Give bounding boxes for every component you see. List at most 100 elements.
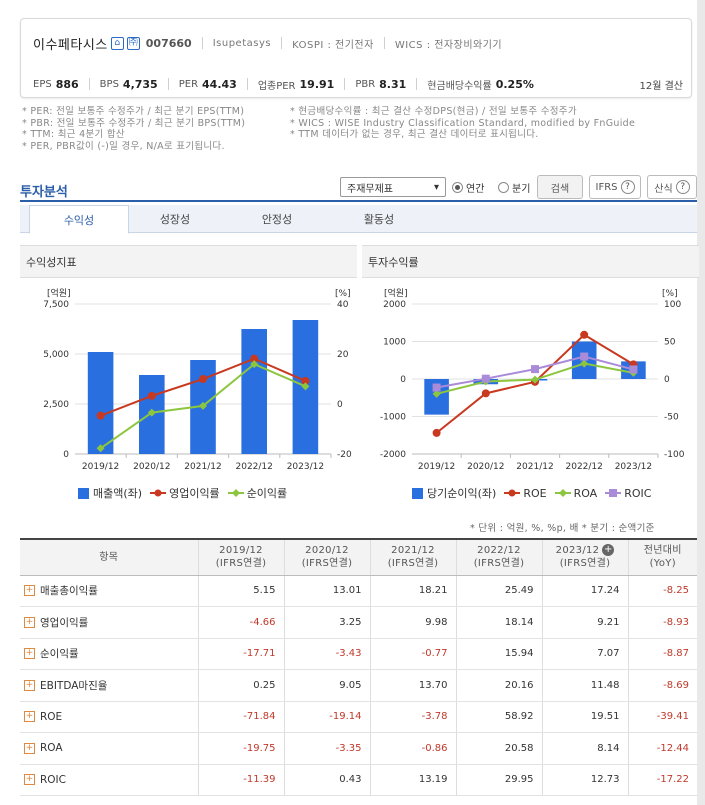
x-tick-label: 2022/12 xyxy=(236,462,273,472)
y-tick-right: 20 xyxy=(337,350,349,360)
data-point xyxy=(531,375,539,384)
per-value: 44.43 xyxy=(202,77,237,91)
table-cell: 9.05 xyxy=(283,669,370,702)
note-line: * PER, PBR값이 (-)일 경우, N/A로 표기됩니다. xyxy=(22,140,225,152)
tab-activity[interactable]: 활동성 xyxy=(363,213,395,226)
tab-growth[interactable]: 성장성 xyxy=(159,213,191,226)
legend-label: 순이익률 xyxy=(246,487,288,500)
legend-label: 매출액(좌) xyxy=(93,487,143,500)
table-cell: -3.43 xyxy=(283,638,370,670)
legend-label: ROA xyxy=(573,486,598,500)
table-cell: -8.87 xyxy=(627,638,697,670)
row-label-cell[interactable]: + 매출총이익률 xyxy=(20,575,198,607)
x-tick-label: 2020/12 xyxy=(133,462,170,472)
fiscal-settlement: 12월 결산 xyxy=(639,81,683,92)
legend-label: ROIC xyxy=(624,486,652,500)
expand-row-icon[interactable]: + xyxy=(24,742,35,754)
col-header-yoy: 전년대비 (YoY) xyxy=(627,538,697,576)
data-point xyxy=(481,389,490,398)
table-row: + 순이익률 -17.71 -3.43 -0.77 15.94 7.07 -8.87 xyxy=(20,638,697,670)
legend-item: ROIC xyxy=(605,487,651,500)
row-label-cell[interactable]: + ROE xyxy=(20,701,198,733)
expand-row-icon[interactable]: + xyxy=(24,711,35,723)
data-point xyxy=(580,352,589,361)
legend-line-swatch xyxy=(150,489,167,497)
data-point xyxy=(147,408,156,417)
table-cell: -71.84 xyxy=(197,701,284,733)
dividend-yield-label: 현금배당수익률 xyxy=(427,80,492,92)
table-cell: -11.39 xyxy=(197,764,284,796)
table-cell: -12.44 xyxy=(627,732,697,765)
table-cell: 0.25 xyxy=(197,669,284,702)
y-axis-unit-left: [억원] xyxy=(47,287,71,299)
row-label-cell[interactable]: + ROA xyxy=(20,732,198,765)
search-button[interactable]: 검색 xyxy=(537,175,583,199)
row-label-cell[interactable]: + ROIC xyxy=(20,764,198,796)
expand-row-icon[interactable]: + xyxy=(24,585,35,597)
table-cell: -3.35 xyxy=(283,732,370,765)
section-title: 투자분석 xyxy=(20,185,68,200)
y-tick-right: -100 xyxy=(664,450,685,460)
legend-bar-swatch xyxy=(78,487,89,499)
radio-quarter[interactable]: 분기 xyxy=(498,180,530,195)
tab-stability[interactable]: 안정성 xyxy=(261,213,293,226)
bps-label: BPS xyxy=(99,78,119,90)
table-cell: 25.49 xyxy=(455,575,542,607)
table-cell: -8.69 xyxy=(627,669,697,702)
y-tick-left: 2,500 xyxy=(43,400,69,410)
data-point xyxy=(580,359,589,368)
expand-row-icon[interactable]: + xyxy=(24,616,35,628)
note-line: * WICS : WISE Industry Classification St… xyxy=(290,117,636,129)
profitability-chart: [억원] [%] 7,500 40 5,000 20 2,500 0 0 -20 2019/12 20… xyxy=(43,287,352,472)
table-cell: -19.14 xyxy=(283,701,370,733)
statement-select[interactable]: 주재무제표 ▾ xyxy=(340,177,446,197)
y-tick-left: -2000 xyxy=(380,450,406,460)
bar xyxy=(241,329,267,454)
y-tick-left: 5,000 xyxy=(43,350,69,360)
expand-row-icon[interactable]: + xyxy=(24,774,35,786)
data-point xyxy=(301,382,310,391)
tab-profitability[interactable]: 수익성 xyxy=(29,205,129,234)
radio-dot xyxy=(498,182,509,193)
investment-return-chart-panel: 투자수익률 [억원] [%] 2000 100 1000 50 0 0 -1000 -50 -200… xyxy=(362,245,699,503)
y-tick-right: 40 xyxy=(337,300,349,310)
data-point xyxy=(199,401,207,410)
row-label-cell[interactable]: + 순이익률 xyxy=(20,638,198,670)
expand-row-icon[interactable]: + xyxy=(24,648,35,660)
row-label: EBITDA마진율 xyxy=(40,679,108,692)
radio-annual[interactable]: 연간 xyxy=(452,180,484,195)
data-point xyxy=(531,365,539,374)
profitability-chart-panel: 수익성지표 [억원] [%] 7,500 40 5,000 20 2,500 0 0 -20 201… xyxy=(20,245,357,503)
expand-columns-icon[interactable]: + xyxy=(602,544,615,557)
company-info-icon[interactable]: ㈜ xyxy=(126,36,140,50)
table-row: + ROIC -11.39 0.43 13.19 29.95 12.73 -17.22 xyxy=(20,764,697,796)
table-row: + 매출총이익률 5.15 13.01 18.21 25.49 17.24 -8.25 xyxy=(20,575,697,607)
y-tick-right: -20 xyxy=(337,450,352,460)
row-label-cell[interactable]: + 영업이익률 xyxy=(20,606,198,639)
data-point xyxy=(96,411,105,420)
table-cell: 13.19 xyxy=(369,764,456,796)
data-point xyxy=(432,389,441,398)
home-icon[interactable]: ⌂ xyxy=(110,36,124,50)
col-header-year: 2019/12 (IFRS연결) xyxy=(197,538,284,576)
row-label-cell[interactable]: + EBITDA마진율 xyxy=(20,669,198,702)
market-sector: KOSPI : 전기전자 xyxy=(292,39,374,51)
x-tick-label: 2020/12 xyxy=(467,462,504,472)
pbr-value: 8.31 xyxy=(379,77,407,91)
legend-item: 당기순이익(좌) xyxy=(412,485,496,501)
x-tick-label: 2021/12 xyxy=(516,462,553,472)
data-point xyxy=(432,428,441,437)
note-line: * PBR: 전일 보통주 수정주가 / 최근 분기 BPS(TTM) xyxy=(22,117,246,129)
data-point xyxy=(96,444,105,453)
formula-button[interactable]: 산식 ? xyxy=(647,175,697,199)
row-label: ROE xyxy=(40,710,63,723)
legend-line-swatch xyxy=(504,489,521,497)
data-point xyxy=(199,375,207,384)
expand-row-icon[interactable]: + xyxy=(24,679,35,691)
table-cell: -8.25 xyxy=(627,575,697,607)
help-icon: ? xyxy=(620,180,635,194)
x-tick-label: 2022/12 xyxy=(566,462,603,472)
ifrs-button[interactable]: IFRS ? xyxy=(589,175,641,199)
stock-code: 007660 xyxy=(145,36,192,50)
